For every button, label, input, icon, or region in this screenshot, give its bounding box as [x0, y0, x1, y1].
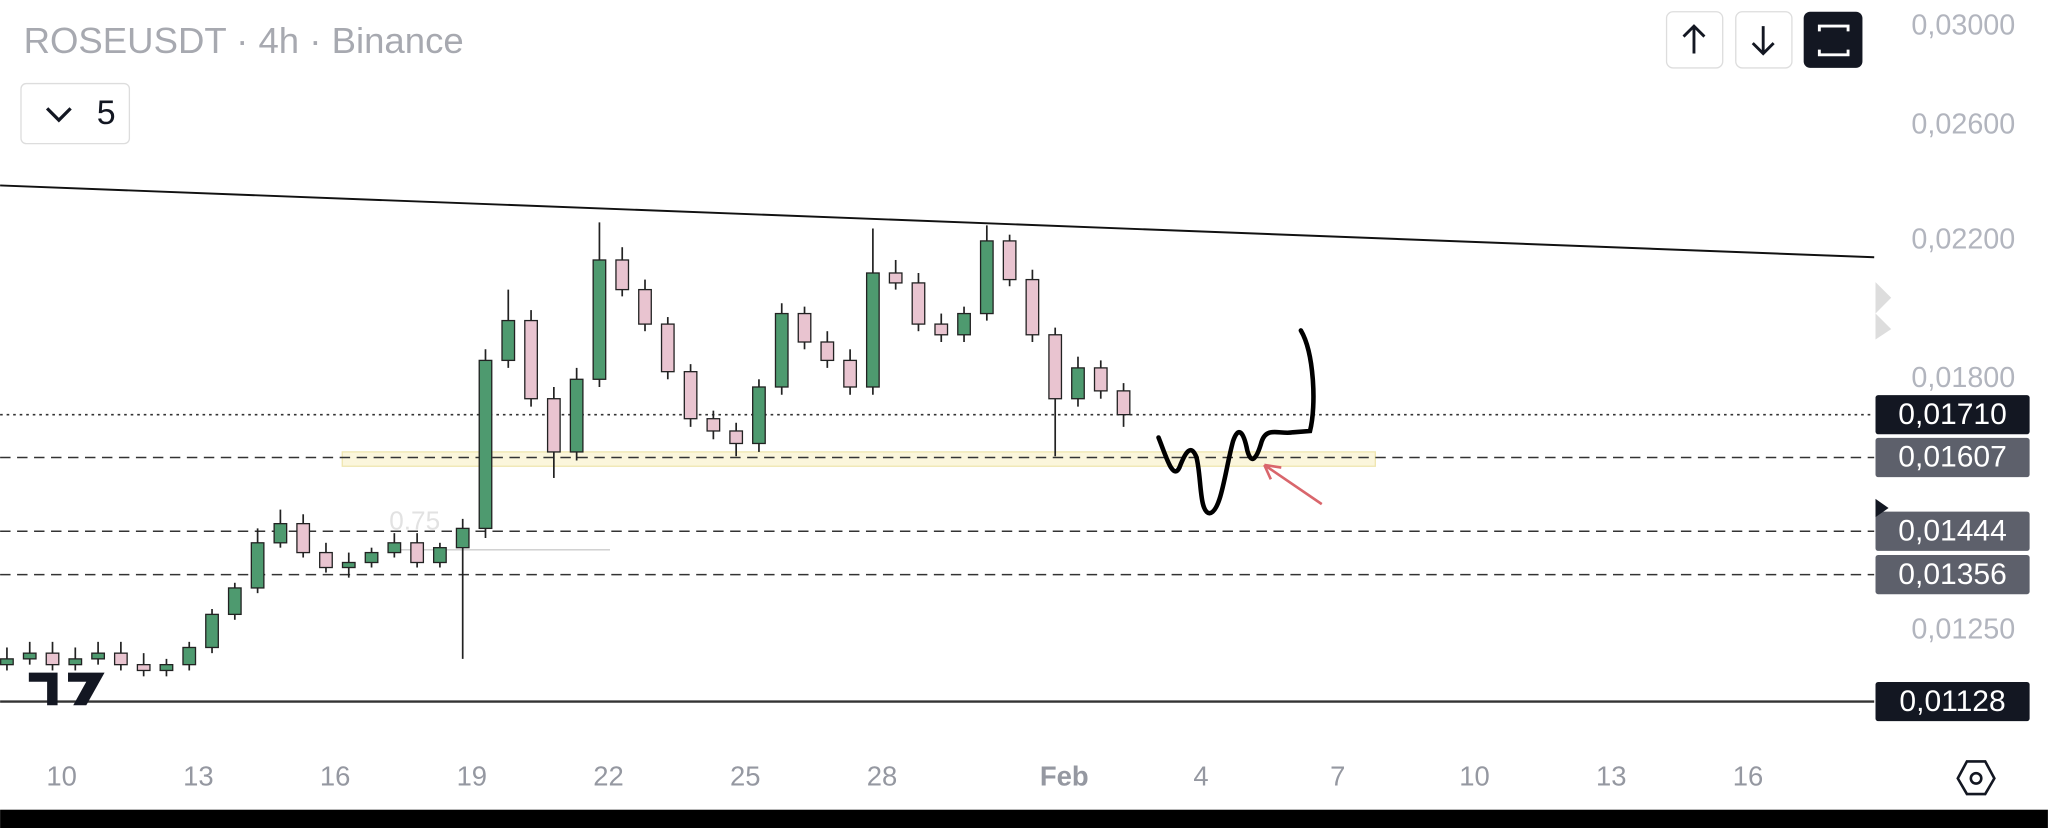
- support-zone: [341, 451, 1376, 467]
- candle-body: [1071, 367, 1085, 400]
- candle-body: [1025, 278, 1040, 336]
- x-tick-label: 28: [867, 761, 897, 792]
- candle-body: [319, 551, 333, 569]
- annotation: 0.75: [389, 505, 440, 535]
- tv-logo: [28, 672, 105, 706]
- candle-body: [979, 240, 994, 315]
- y-tick-label: 0,02200: [1911, 224, 2015, 256]
- candle-body: [615, 259, 630, 291]
- price-label-box: [1875, 681, 2030, 722]
- candle-body: [0, 658, 14, 666]
- candle-body: [159, 663, 174, 672]
- fullscreen-button[interactable]: [1803, 11, 1863, 68]
- x-tick-label: 16: [320, 761, 350, 792]
- candle-body: [1093, 367, 1108, 392]
- y-tick-label: 0,02600: [1911, 108, 2015, 140]
- candle-body: [364, 551, 379, 564]
- candle-body: [1002, 240, 1017, 281]
- x-tick-label: 7: [1330, 761, 1345, 792]
- candle-body: [524, 319, 538, 400]
- down-icon: [1751, 26, 1775, 56]
- symbol-title: ROSEUSDT · 4h · Binance: [24, 20, 464, 61]
- trend-line: [0, 184, 1875, 259]
- candle-body: [455, 527, 470, 549]
- price-marker: [1875, 498, 1889, 518]
- candle-body: [22, 652, 37, 660]
- candles: [0, 222, 1131, 677]
- price-label-box: [1875, 395, 2030, 435]
- candle-body: [569, 378, 584, 453]
- candle-body: [227, 587, 242, 616]
- candle-body: [934, 323, 949, 336]
- candle-body: [865, 272, 880, 388]
- indicator-count: 5: [97, 94, 116, 132]
- x-tick-label: 19: [457, 761, 487, 792]
- candle-body: [797, 312, 812, 343]
- hand-drawing: [1156, 328, 1316, 516]
- chevron-icon: [45, 107, 72, 123]
- arrow: [1263, 463, 1323, 506]
- x-tick-label: 10: [46, 761, 76, 792]
- x-tick-label: 13: [183, 761, 213, 792]
- x-tick-label: Feb: [1040, 761, 1089, 792]
- candle-body: [911, 282, 926, 325]
- candle-body: [1048, 334, 1063, 400]
- y-tick-label: 0,03000: [1911, 10, 2015, 42]
- price-label: 0,01128: [1899, 685, 2005, 718]
- candle-body: [250, 542, 265, 589]
- x-tick-label: 22: [593, 761, 623, 792]
- candle-body: [729, 430, 744, 445]
- x-tick-label: 13: [1596, 761, 1626, 792]
- price-label: 0,01607: [1898, 441, 2007, 474]
- x-tick-label: 25: [730, 761, 760, 792]
- candle-body: [182, 646, 197, 666]
- price-label: 0,01444: [1898, 514, 2007, 547]
- candle-body: [660, 323, 675, 373]
- candle-body: [706, 418, 721, 432]
- candle-body: [820, 341, 835, 362]
- y-tick-label: 0,01800: [1911, 362, 2015, 394]
- candle-body: [410, 542, 425, 564]
- candle-body: [546, 398, 561, 453]
- price-marker: [1875, 282, 1892, 340]
- x-tick-label: 10: [1459, 761, 1489, 792]
- settings-icon[interactable]: [1956, 760, 1996, 796]
- candle-body: [68, 658, 83, 666]
- candle-body: [296, 522, 311, 554]
- up-icon: [1682, 24, 1706, 54]
- candle-body: [91, 652, 106, 660]
- candle-body: [1116, 390, 1131, 416]
- candle-body: [592, 259, 607, 380]
- bottom-bar: [0, 809, 2048, 828]
- candle-body: [888, 272, 903, 284]
- candle-body: [205, 613, 219, 649]
- candle-body: [432, 547, 447, 564]
- x-tick-label: 4: [1193, 761, 1208, 792]
- price-label: 0,01356: [1898, 558, 2007, 591]
- candle-body: [957, 312, 971, 336]
- candle-body: [273, 522, 288, 544]
- fullscreen-icon: [1817, 24, 1850, 57]
- candle-body: [843, 359, 858, 388]
- price-label: 0,01710: [1898, 398, 2007, 431]
- y-tick-label: 0,01250: [1911, 613, 2015, 645]
- candle-body: [45, 652, 60, 666]
- candle-body: [341, 561, 356, 569]
- candle-body: [136, 663, 151, 672]
- candle-body: [638, 288, 652, 325]
- price-label-box: [1875, 511, 2030, 551]
- price-label-box: [1875, 437, 2030, 478]
- x-tick-label: 16: [1733, 761, 1763, 792]
- candle-body: [683, 371, 698, 420]
- price-label-box: [1875, 555, 2030, 595]
- candle-body: [387, 542, 402, 554]
- indicators-toggle[interactable]: [20, 82, 131, 145]
- candle-body: [501, 319, 516, 362]
- candle-body: [113, 652, 128, 666]
- candle-body: [478, 359, 493, 530]
- candle-body: [752, 386, 766, 445]
- candle-body: [774, 312, 789, 388]
